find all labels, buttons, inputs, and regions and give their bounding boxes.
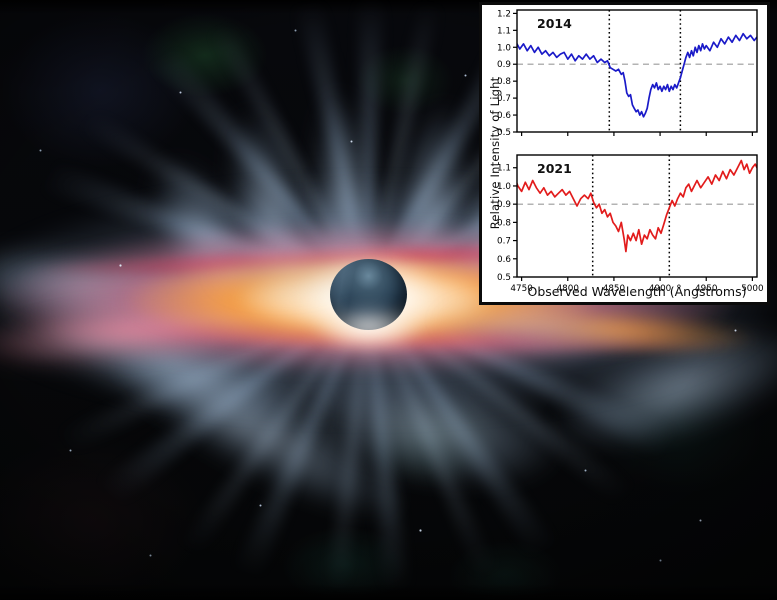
svg-text:1.0: 1.0 <box>497 43 511 53</box>
svg-text:0.5: 0.5 <box>497 273 511 283</box>
svg-text:1.0: 1.0 <box>497 182 511 192</box>
svg-text:4900: 4900 <box>649 284 672 294</box>
svg-text:0.5: 0.5 <box>497 128 511 138</box>
svg-text:5000: 5000 <box>741 284 764 294</box>
svg-text:0.6: 0.6 <box>497 255 511 265</box>
svg-text:2021: 2021 <box>537 161 572 176</box>
svg-text:1.1: 1.1 <box>497 164 511 174</box>
svg-text:0.7: 0.7 <box>497 237 511 247</box>
svg-text:0.9: 0.9 <box>497 60 511 70</box>
spectrum-panel-2021: 0.5 0.6 0.7 0.8 0.9 1.0 1.1 4750 4800 4850 4900 495… <box>482 150 767 304</box>
x-axis-label: Observed Wavelength (Ångstroms) <box>527 284 747 299</box>
svg-text:1.2: 1.2 <box>497 9 511 19</box>
spectrum-panel-2014: 0.5 0.6 0.7 0.8 0.9 1.0 1.1 1.2 2014 <box>482 8 767 144</box>
svg-text:1.1: 1.1 <box>497 26 511 36</box>
svg-text:0.9: 0.9 <box>497 200 511 210</box>
svg-text:0.8: 0.8 <box>497 218 511 228</box>
svg-text:4850: 4850 <box>603 284 626 294</box>
svg-text:0.7: 0.7 <box>497 94 511 104</box>
spectra-inset-figure: Relative Intensity of Light 0.5 0.6 0.7 0.8… <box>479 2 770 305</box>
svg-text:2014: 2014 <box>537 16 572 31</box>
svg-text:4950: 4950 <box>695 284 718 294</box>
svg-text:4800: 4800 <box>557 284 580 294</box>
svg-text:4750: 4750 <box>510 284 533 294</box>
svg-text:0.6: 0.6 <box>497 111 511 121</box>
svg-text:0.8: 0.8 <box>497 77 511 87</box>
